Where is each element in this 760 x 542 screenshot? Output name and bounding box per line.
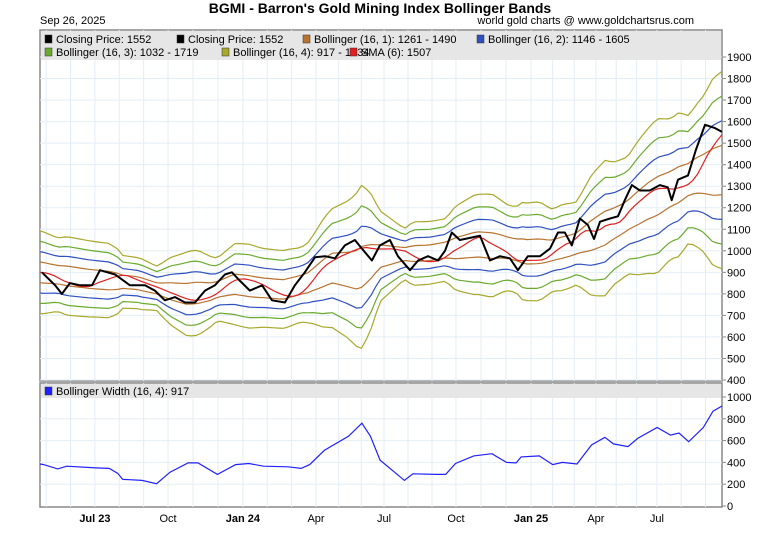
chart-title: BGMI - Barron's Gold Mining Index Bollin…: [208, 0, 552, 16]
legend-swatch: [44, 34, 53, 44]
y-tick-label: 700: [727, 310, 745, 322]
legend-label: Bollinger (16, 3): 1032 - 1719: [56, 47, 198, 59]
x-tick-label: Apr: [587, 513, 604, 525]
y-tick-label: 1500: [727, 138, 751, 150]
legend-label: Bollinger (16, 4): 917 - 1834: [233, 47, 369, 59]
x-tick-label: Jan 25: [514, 513, 548, 525]
y-tick-label: 400: [727, 375, 745, 387]
legend-label: Bollinger (16, 1): 1261 - 1490: [314, 34, 456, 46]
width-y-tick-label: 200: [727, 479, 745, 491]
y-tick-label: 1700: [727, 95, 751, 107]
legend-swatch: [476, 34, 485, 44]
legend-swatch: [302, 34, 311, 44]
x-tick-label: Apr: [307, 513, 324, 525]
y-tick-label: 800: [727, 289, 745, 301]
bollinger-2-upper-line: [40, 120, 722, 278]
bollinger-width-line: [39, 405, 723, 485]
width-panel: [39, 382, 723, 508]
x-tick-label: Jul: [377, 513, 391, 525]
chart-date: Sep 26, 2025: [40, 15, 106, 27]
y-tick-label: 1400: [727, 160, 751, 172]
bollinger-3-upper-line: [40, 95, 722, 273]
legend-label: Closing Price: 1552: [188, 34, 283, 46]
x-tick-label: Jul: [650, 513, 664, 525]
y-tick-label: 600: [727, 332, 745, 344]
bollinger-1-lower-line: [40, 192, 722, 305]
y-tick-label: 1300: [727, 181, 751, 193]
y-tick-label: 1100: [727, 224, 751, 236]
width-y-tick-label: 1000: [727, 392, 751, 404]
legend-label: Closing Price: 1552: [56, 34, 151, 46]
x-tick-label: Jul 23: [79, 513, 110, 525]
chart-credit: world gold charts @ www.goldchartsrus.co…: [477, 15, 694, 27]
bollinger-4-upper-line: [40, 70, 722, 267]
sma-6-line: [40, 134, 722, 302]
y-tick-label: 1600: [727, 117, 751, 129]
x-tick-label: Oct: [159, 513, 176, 525]
legend-swatch: [349, 47, 358, 57]
bollinger-4-lower-line: [40, 243, 722, 350]
x-tick-label: Jan 24: [226, 513, 261, 525]
y-tick-label: 1000: [727, 246, 751, 258]
legend-swatch: [176, 34, 185, 44]
x-tick-label: Oct: [447, 513, 464, 525]
legend-swatch: [221, 47, 230, 57]
y-tick-label: 1900: [727, 52, 751, 64]
bollinger-2-lower-line: [40, 210, 722, 316]
bollinger-3-lower-line: [40, 227, 722, 329]
closing-price-line: [41, 123, 722, 304]
legend-label: Bollinger (16, 2): 1146 - 1605: [488, 34, 630, 46]
legend-swatch: [44, 47, 53, 57]
legend-label: SMA (6): 1507: [361, 47, 431, 59]
price-panel: [39, 29, 723, 382]
y-tick-label: 1200: [727, 203, 751, 215]
legend-background: [41, 384, 721, 398]
y-tick-label: 1800: [727, 74, 751, 86]
width-y-tick-label: 600: [727, 436, 745, 448]
legend-label: Bollinger Width (16, 4): 917: [56, 386, 189, 398]
y-tick-label: 500: [727, 353, 745, 365]
y-tick-label: 900: [727, 267, 745, 279]
width-y-tick-label: 800: [727, 414, 745, 426]
legend-swatch: [44, 386, 53, 396]
width-y-tick-label: 0: [727, 501, 733, 513]
width-y-tick-label: 400: [727, 457, 745, 469]
legend-background: [41, 31, 721, 60]
